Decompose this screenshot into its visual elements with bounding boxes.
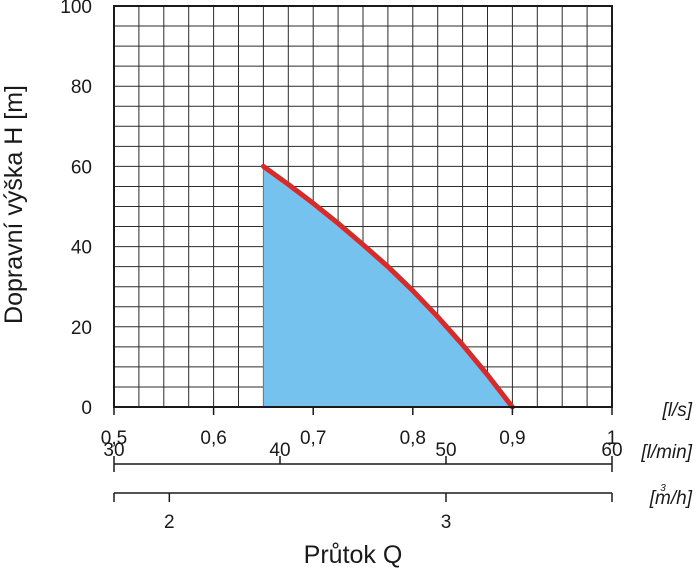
x-tick-label: 0,5: [101, 428, 127, 449]
x-axis-title: Průtok Q: [304, 541, 403, 569]
x-tick-label: 0,6: [200, 428, 226, 449]
y-tick-label: 0: [81, 398, 92, 419]
series-curve: [260, 163, 515, 410]
x-tick-label: 3: [441, 512, 452, 533]
x-axis-unit-superscript: 3: [660, 483, 666, 494]
y-axis-title: Dopravní výška H [m]: [0, 85, 28, 324]
operating-area-fill: [263, 166, 513, 407]
x-axis-unit: [m/h]: [649, 488, 693, 509]
y-tick-label: 80: [71, 77, 92, 98]
y-axis-ticks: 0 20 40 60 80 100: [60, 0, 92, 419]
x-axes: 0,5 0,6 0,7 0,8 0,9 1[l/s]30 40 50 60 [l/min]2 3[m…: [101, 400, 693, 533]
x-tick-label: 0,8: [400, 428, 426, 449]
y-tick-label: 20: [71, 318, 92, 339]
x-axis-unit: [l/s]: [661, 400, 692, 421]
x-tick-label: 30: [103, 440, 124, 461]
x-tick-label: 40: [269, 440, 290, 461]
x-tick-label: 2: [164, 512, 175, 533]
x-tick-label: 50: [435, 440, 456, 461]
x-tick-label: 60: [601, 440, 622, 461]
x-axis-unit: [l/min]: [640, 442, 692, 463]
x-tick-label: 1: [607, 428, 618, 449]
x-tick-label: 0,9: [499, 428, 525, 449]
y-tick-label: 100: [60, 0, 92, 18]
x-tick-label: 0,7: [300, 428, 326, 449]
y-tick-label: 60: [71, 157, 92, 178]
y-tick-label: 40: [71, 238, 92, 259]
plot-frame: [113, 5, 613, 408]
grid: [114, 6, 612, 407]
